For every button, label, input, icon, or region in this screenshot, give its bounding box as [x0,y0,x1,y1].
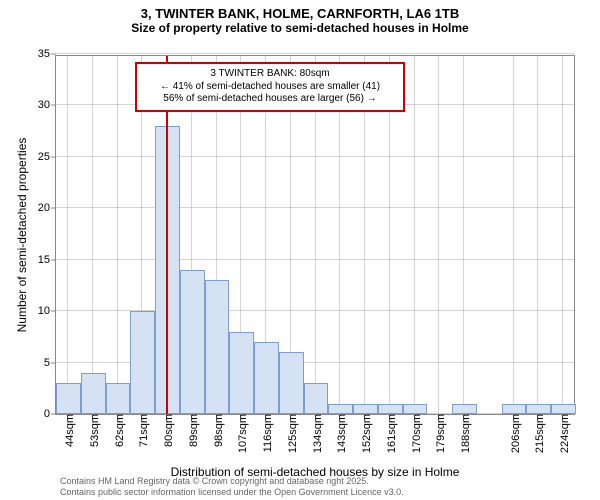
histogram-bar [353,404,378,414]
attribution-line1: Contains HM Land Registry data © Crown c… [60,476,404,487]
y-tick-label: 35 [38,48,56,60]
x-tick-label: 89sqm [182,414,200,447]
histogram-bar [130,311,155,414]
grid-line-h [56,53,574,54]
x-tick-label: 44sqm [58,414,76,447]
annotation-box: 3 TWINTER BANK: 80sqm← 41% of semi-detac… [135,62,405,112]
x-tick-label: 152sqm [355,414,373,453]
histogram-bar [378,404,403,414]
y-tick-label: 5 [44,357,56,369]
grid-line-v [67,56,68,414]
annotation-line1: 3 TWINTER BANK: 80sqm [143,68,397,81]
x-tick-label: 170sqm [405,414,423,453]
grid-line-v [438,56,439,414]
histogram-bar [229,332,254,414]
x-tick-label: 53sqm [83,414,101,447]
attribution-line2: Contains public sector information licen… [60,487,404,498]
histogram-bar [403,404,428,414]
y-axis-label: Number of semi-detached properties [15,138,29,333]
y-tick-label: 20 [38,202,56,214]
histogram-bar [254,342,279,414]
x-tick-label: 71sqm [132,414,150,447]
grid-line-v [562,56,563,414]
histogram-bar [81,373,106,414]
histogram-bar [56,383,81,414]
x-tick-label: 143sqm [330,414,348,453]
y-tick-label: 30 [38,99,56,111]
histogram-bar [279,352,304,414]
annotation-line2: ← 41% of semi-detached houses are smalle… [143,81,397,94]
grid-line-v [463,56,464,414]
histogram-bar [328,404,353,414]
grid-line-v [117,56,118,414]
histogram-bar [304,383,329,414]
y-tick-label: 0 [44,408,56,420]
y-tick-label: 10 [38,305,56,317]
x-tick-label: 134sqm [306,414,324,453]
histogram-bar [502,404,527,414]
x-tick-label: 62sqm [108,414,126,447]
histogram-bar [526,404,551,414]
histogram-bar [180,270,205,414]
x-tick-label: 188sqm [454,414,472,453]
x-tick-label: 161sqm [380,414,398,453]
y-tick-label: 15 [38,254,56,266]
x-tick-label: 116sqm [256,414,274,452]
x-tick-label: 98sqm [207,414,225,447]
histogram-bar [551,404,576,414]
histogram-bar [106,383,131,414]
x-tick-label: 179sqm [429,414,447,453]
x-tick-label: 224sqm [553,414,571,453]
x-tick-label: 215sqm [528,414,546,453]
chart-container: 0 5 10 15 20 25 30 35 44sqm 53sqm 62sqm 71sqm 80sqm 8… [0,0,600,500]
annotation-line3: 56% of semi-detached houses are larger (… [143,93,397,106]
x-tick-label: 125sqm [281,414,299,453]
y-tick-label: 25 [38,151,56,163]
grid-line-v [414,56,415,414]
x-tick-label: 206sqm [504,414,522,453]
grid-line-v [513,56,514,414]
histogram-bar [205,280,230,414]
grid-line-v [92,56,93,414]
grid-line-v [537,56,538,414]
attribution-text: Contains HM Land Registry data © Crown c… [60,476,404,499]
x-tick-label: 107sqm [231,414,249,453]
histogram-bar [452,404,477,414]
x-tick-label: 80sqm [157,414,175,447]
